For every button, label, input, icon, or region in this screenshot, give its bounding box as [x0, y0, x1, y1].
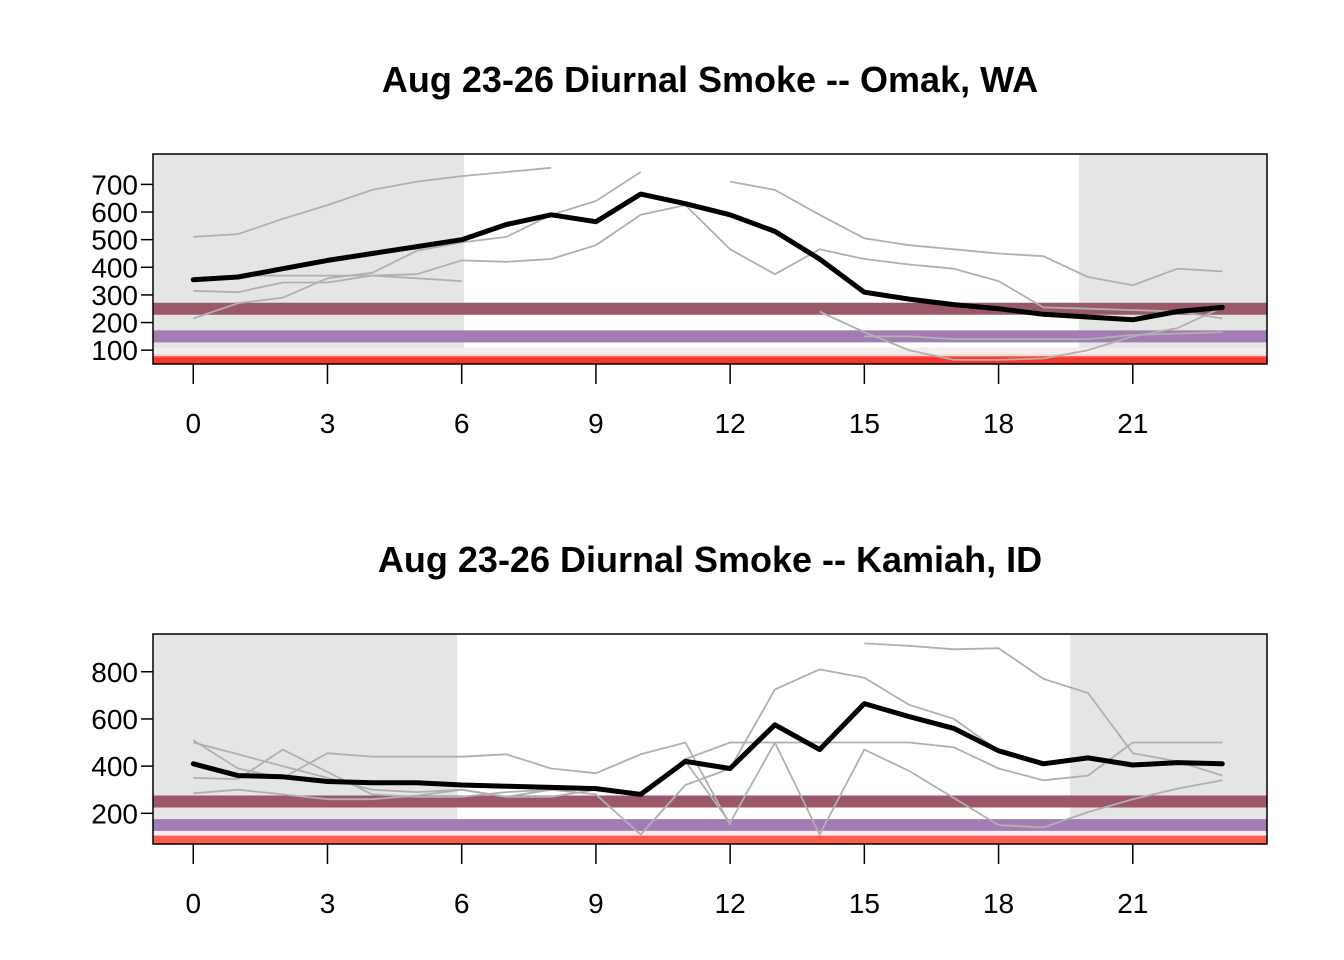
plot-area	[153, 154, 1267, 364]
chart-title: Aug 23-26 Diurnal Smoke -- Kamiah, ID	[378, 539, 1042, 580]
y-tick-label: 400	[91, 252, 138, 283]
daily-series-1	[193, 741, 1223, 798]
chart-panel-1: Aug 23-26 Diurnal Smoke -- Omak, WA 10020…	[91, 59, 1268, 439]
x-tick-label: 0	[185, 888, 201, 919]
x-tick-label: 15	[849, 888, 880, 919]
night-shade-1	[153, 634, 458, 844]
y-tick-label: 800	[91, 657, 138, 688]
plot-frame	[152, 633, 1268, 845]
plot-frame	[152, 153, 1268, 365]
daily-series-6	[819, 306, 1223, 361]
x-tick-label: 3	[320, 408, 336, 439]
x-tick-label: 9	[588, 888, 604, 919]
mean-series-line	[190, 191, 1225, 323]
daily-series-5	[729, 180, 1223, 287]
x-tick-label: 6	[454, 408, 470, 439]
x-tick-label: 9	[588, 408, 604, 439]
mean-series-line	[190, 701, 1225, 797]
y-tick-label: 500	[91, 225, 138, 256]
x-tick-label: 6	[454, 888, 470, 919]
y-tick-label: 700	[91, 169, 138, 200]
y-tick-label: 200	[91, 798, 138, 829]
plot-area	[153, 634, 1267, 844]
y-tick-label: 200	[91, 308, 138, 339]
y-tick-label: 300	[91, 280, 138, 311]
y-tick-label: 600	[91, 197, 138, 228]
daily-series-5	[864, 642, 1223, 777]
chart-title: Aug 23-26 Diurnal Smoke -- Omak, WA	[382, 59, 1038, 100]
chart-panel-2: Aug 23-26 Diurnal Smoke -- Kamiah, ID 200…	[91, 539, 1268, 919]
daily-series-4	[193, 204, 1223, 320]
y-tick-label: 400	[91, 751, 138, 782]
night-shade-2	[1070, 634, 1267, 844]
night-shade-1	[153, 154, 464, 364]
daily-series-7	[864, 331, 1223, 341]
x-tick-label: 21	[1117, 888, 1148, 919]
x-tick-label: 3	[320, 888, 336, 919]
x-tick-label: 18	[983, 408, 1014, 439]
daily-series-3	[193, 741, 1223, 836]
y-tick-label: 600	[91, 704, 138, 735]
daily-series-1	[193, 166, 552, 238]
x-tick-label: 15	[849, 408, 880, 439]
daily-series-2	[193, 171, 642, 320]
x-tick-label: 21	[1117, 408, 1148, 439]
x-tick-label: 12	[715, 408, 746, 439]
x-tick-label: 0	[185, 408, 201, 439]
x-tick-label: 12	[715, 888, 746, 919]
y-tick-label: 100	[91, 335, 138, 366]
x-tick-label: 18	[983, 888, 1014, 919]
